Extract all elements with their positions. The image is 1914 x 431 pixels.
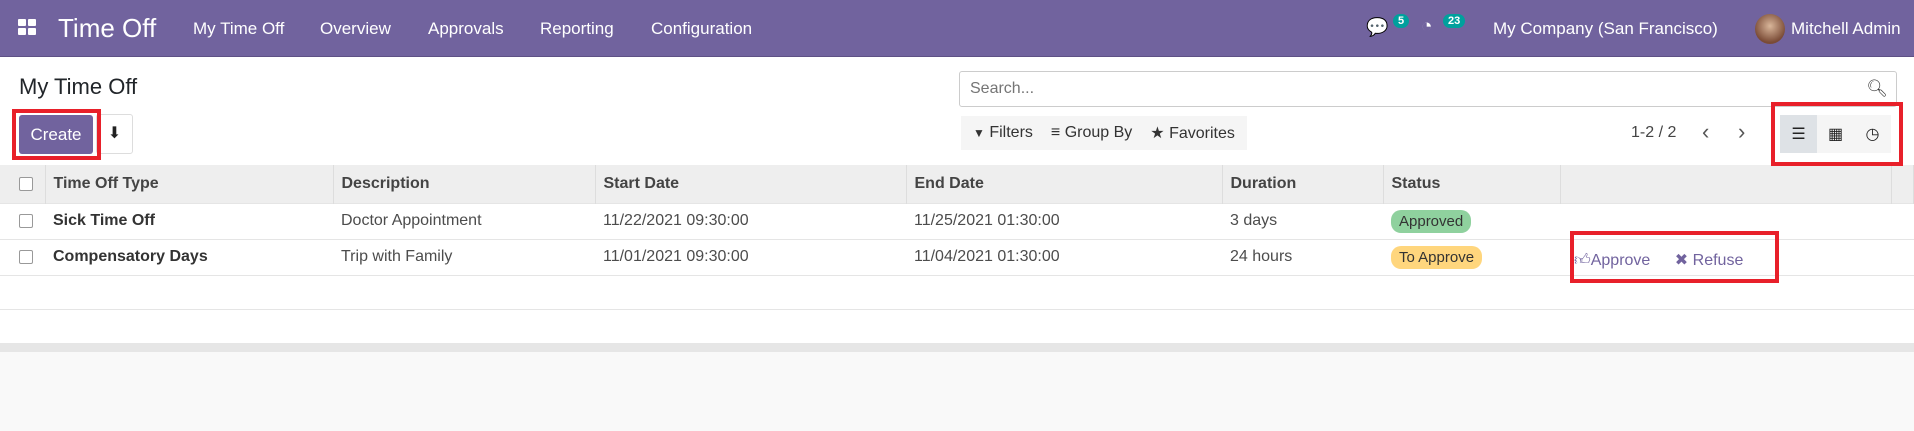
cell-end: 11/25/2021 01:30:00 (906, 202, 1222, 239)
pager-value[interactable]: 1-2 / 2 (1631, 124, 1677, 141)
cell-description: Doctor Appointment (333, 202, 595, 239)
header-actions (1560, 165, 1892, 203)
row-checkbox[interactable] (0, 238, 45, 275)
view-switcher: ☰ ▦ ◷ (1780, 115, 1891, 153)
favorites-label: Favorites (1169, 125, 1235, 142)
menu-reporting[interactable]: Reporting (540, 19, 614, 38)
page-title: My Time Off (19, 74, 138, 99)
header-end-date[interactable]: End Date (906, 165, 1223, 203)
messages-icon[interactable]: 💬 (1366, 17, 1389, 37)
thumbs-up-icon: 👍︎ (1574, 252, 1591, 270)
search-icon[interactable]: 🔍︎ (1866, 79, 1888, 98)
menu-configuration[interactable]: Configuration (651, 19, 753, 38)
activity-view-icon[interactable]: ◷ (1865, 126, 1880, 143)
cell-type: Compensatory Days (45, 238, 333, 275)
cell-duration: 24 hours (1222, 238, 1383, 275)
company-switcher[interactable]: My Company (San Francisco) (1493, 19, 1718, 38)
search-input[interactable] (970, 80, 1820, 98)
pager-previous-icon[interactable]: ‹ (1702, 119, 1710, 144)
star-icon: ★ (1150, 125, 1165, 142)
top-navbar: Time Off My Time Off Overview Approvals … (0, 0, 1914, 57)
header-duration[interactable]: Duration (1222, 165, 1384, 203)
group-by-label: Group By (1064, 124, 1133, 141)
favorites-button[interactable]: ★ Favorites (1150, 123, 1235, 143)
activities-badge: 23 (1443, 14, 1466, 28)
cell-description: Trip with Family (333, 238, 595, 275)
filter-icon: ▼ (973, 126, 985, 140)
select-all-checkbox[interactable] (0, 165, 46, 203)
header-status[interactable]: Status (1383, 165, 1561, 203)
cell-type: Sick Time Off (45, 202, 333, 239)
create-button[interactable]: Create (19, 115, 93, 154)
cell-duration: 3 days (1222, 202, 1383, 239)
user-avatar[interactable] (1755, 14, 1785, 44)
cell-status: Approved (1383, 202, 1560, 239)
messages-badge: 5 (1393, 14, 1410, 28)
approve-label: Approve (1590, 252, 1651, 270)
kanban-view-icon[interactable]: ▦ (1827, 126, 1844, 143)
highlight-approve-refuse (1570, 231, 1779, 283)
refuse-label: Refuse (1692, 252, 1744, 270)
highlight-create (12, 109, 101, 160)
menu-approvals[interactable]: Approvals (428, 19, 504, 38)
app-title[interactable]: Time Off (58, 13, 157, 43)
highlight-view-switcher (1771, 102, 1903, 166)
empty-row (0, 309, 1914, 343)
download-icon: ⬇ (107, 125, 122, 142)
approve-button[interactable]: 👍︎Approve (1574, 252, 1650, 269)
search-bar: 🔍︎ (959, 71, 1897, 107)
refuse-button[interactable]: ✖ Refuse (1675, 252, 1744, 269)
filters-button[interactable]: ▼ Filters (973, 124, 1033, 142)
cell-end: 11/04/2021 01:30:00 (906, 238, 1222, 275)
status-badge: To Approve (1391, 245, 1483, 269)
status-badge: Approved (1391, 209, 1472, 233)
apps-menu-icon[interactable] (18, 19, 38, 37)
search-options: ▼ Filters ≡ Group By ★ Favorites (961, 116, 1247, 150)
header-start-date[interactable]: Start Date (595, 165, 907, 203)
activities-clock-icon[interactable]: ◔ (1421, 16, 1433, 37)
user-menu[interactable]: Mitchell Admin (1791, 19, 1901, 38)
control-panel: My Time Off Create ⬇ 🔍︎ ▼ Filters ≡ Grou… (0, 57, 1914, 165)
download-button[interactable]: ⬇ (96, 114, 133, 154)
menu-overview[interactable]: Overview (320, 19, 391, 38)
table-row[interactable]: Compensatory Days Trip with Family 11/01… (0, 238, 1914, 275)
group-by-button[interactable]: ≡ Group By (1051, 124, 1132, 142)
pager-next-icon[interactable]: › (1738, 119, 1746, 144)
header-description[interactable]: Description (333, 165, 596, 203)
table-row[interactable]: Sick Time Off Doctor Appointment 11/22/2… (0, 202, 1914, 239)
row-checkbox[interactable] (0, 202, 45, 239)
header-time-off-type[interactable]: Time Off Type (45, 165, 334, 203)
filters-label: Filters (989, 124, 1033, 141)
cell-actions: 👍︎Approve ✖ Refuse (1560, 238, 1891, 275)
list-footer-divider (0, 343, 1914, 352)
menu-my-time-off[interactable]: My Time Off (193, 19, 285, 38)
list-view-icon[interactable]: ☰ (1780, 115, 1817, 153)
table-header: Time Off Type Description Start Date End… (0, 165, 1914, 203)
bars-icon: ≡ (1050, 124, 1061, 141)
cell-start: 11/01/2021 09:30:00 (595, 238, 906, 275)
cell-start: 11/22/2021 09:30:00 (595, 202, 906, 239)
header-spacer (1891, 165, 1914, 203)
close-icon: ✖ (1674, 252, 1693, 270)
time-off-list: Time Off Type Description Start Date End… (0, 165, 1914, 275)
cell-status: To Approve (1383, 238, 1560, 275)
